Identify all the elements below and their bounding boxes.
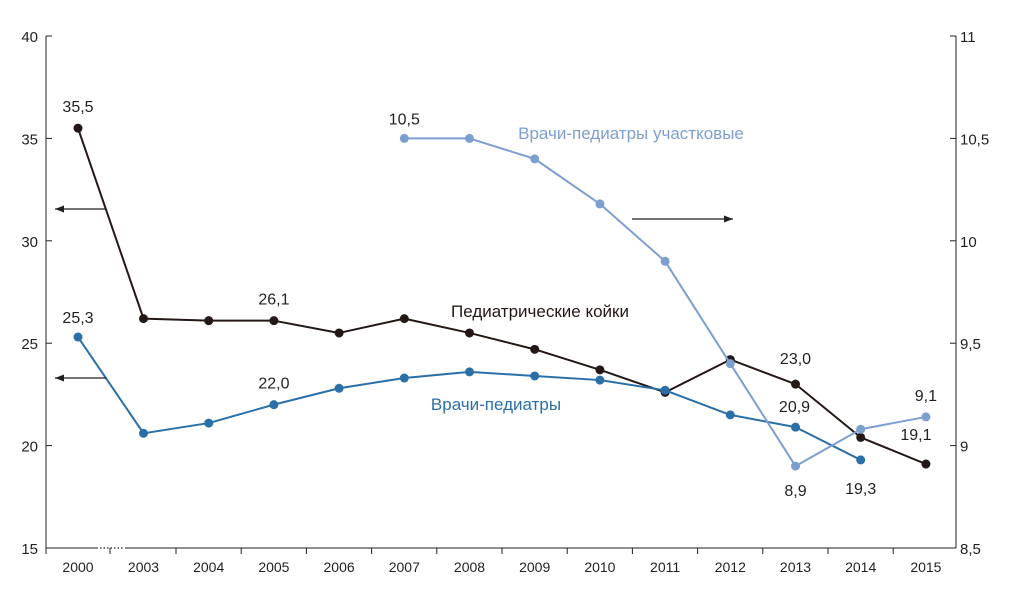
right-axis-arrow-head	[724, 215, 733, 223]
left-axis-arrow-head	[55, 374, 64, 382]
y-left-tick-label: 25	[21, 336, 38, 353]
series-line	[77, 127, 927, 465]
data-point	[921, 459, 931, 469]
chart-series	[55, 123, 931, 471]
data-label: 9,1	[915, 388, 937, 405]
chart-data-labels: 35,5 26,1 23,0 19,1 25,3 22,0 20,9 19,3 10,5 8,9 9…	[62, 99, 937, 500]
data-label: 35,5	[62, 99, 93, 116]
data-point	[530, 154, 540, 164]
y-left-tick-label: 20	[21, 439, 38, 456]
data-point	[856, 432, 866, 442]
data-label: 10,5	[389, 111, 420, 128]
data-point	[399, 314, 409, 324]
y-right-tick-label: 10	[960, 234, 977, 251]
data-point	[595, 365, 605, 375]
chart-series-names: Педиатрические койки Врачи-педиатры Врачи-…	[431, 124, 744, 414]
y-left-tick-label: 30	[21, 234, 38, 251]
series-name-label: Педиатрические койки	[451, 302, 629, 321]
data-point	[595, 375, 605, 385]
y-right-tick-label: 9,5	[960, 336, 981, 353]
data-label: 23,0	[780, 351, 811, 368]
data-label: 19,1	[900, 427, 931, 444]
x-tick-label: 2000	[62, 559, 93, 575]
y-right-tick-label: 9	[960, 439, 968, 456]
data-point	[204, 418, 214, 428]
data-point	[269, 400, 279, 410]
data-point	[334, 328, 344, 338]
y-left-tick-label: 15	[21, 541, 38, 558]
data-point	[334, 383, 344, 393]
x-tick-label: 2003	[128, 559, 159, 575]
data-point	[204, 316, 214, 326]
data-point	[856, 424, 866, 434]
x-tick-label: 2014	[845, 559, 876, 575]
data-point	[791, 379, 800, 389]
x-tick-label: 2015	[910, 559, 941, 575]
data-point	[791, 461, 800, 471]
data-point	[595, 199, 605, 209]
data-label: 8,9	[784, 483, 806, 500]
y-left-tick-label: 40	[21, 29, 38, 46]
data-point	[530, 371, 540, 381]
data-point	[73, 123, 83, 133]
data-point	[660, 385, 670, 395]
y-right-tick-label: 11	[960, 29, 976, 46]
y-right-tick-label: 10,5	[960, 131, 989, 148]
x-tick-label: 2008	[454, 559, 485, 575]
x-tick-label: 2005	[258, 559, 289, 575]
data-point	[73, 332, 83, 342]
data-label: 22,0	[258, 376, 289, 393]
series-name-label: Врачи-педиатры	[431, 395, 561, 414]
x-tick-label: 2010	[584, 559, 615, 575]
y-left-tick-label: 35	[21, 131, 38, 148]
x-tick-label: 2013	[780, 559, 811, 575]
data-point	[465, 133, 474, 143]
x-tick-label: 2011	[650, 559, 680, 575]
x-tick-label: 2012	[715, 559, 746, 575]
x-tick-label: 2009	[519, 559, 550, 575]
data-label: 25,3	[62, 310, 93, 327]
data-point	[725, 359, 735, 369]
data-point	[465, 367, 474, 377]
left-axis-arrow-head	[55, 205, 64, 213]
data-point	[139, 428, 148, 438]
data-point	[856, 455, 866, 465]
data-point	[269, 316, 279, 326]
data-point	[921, 412, 931, 422]
chart-axes: 15 20 25 30 35 40 8,5 9 9,5 10 10,5 11 2000 2003 2004 2…	[21, 29, 989, 575]
series-name-label: Врачи-педиатры участковые	[518, 124, 744, 143]
data-point	[465, 328, 474, 338]
data-label: 19,3	[845, 481, 876, 498]
data-point	[530, 344, 540, 354]
data-point	[399, 133, 409, 143]
x-tick-label: 2006	[324, 559, 355, 575]
x-tick-label: 2007	[389, 559, 420, 575]
data-label: 20,9	[779, 399, 810, 416]
x-tick-label: 2004	[193, 559, 224, 575]
data-point	[660, 256, 670, 266]
data-point	[725, 410, 735, 420]
data-point	[139, 314, 148, 324]
y-right-tick-label: 8,5	[960, 541, 981, 558]
data-point	[791, 422, 800, 432]
data-point	[399, 373, 409, 383]
data-label: 26,1	[258, 292, 289, 309]
